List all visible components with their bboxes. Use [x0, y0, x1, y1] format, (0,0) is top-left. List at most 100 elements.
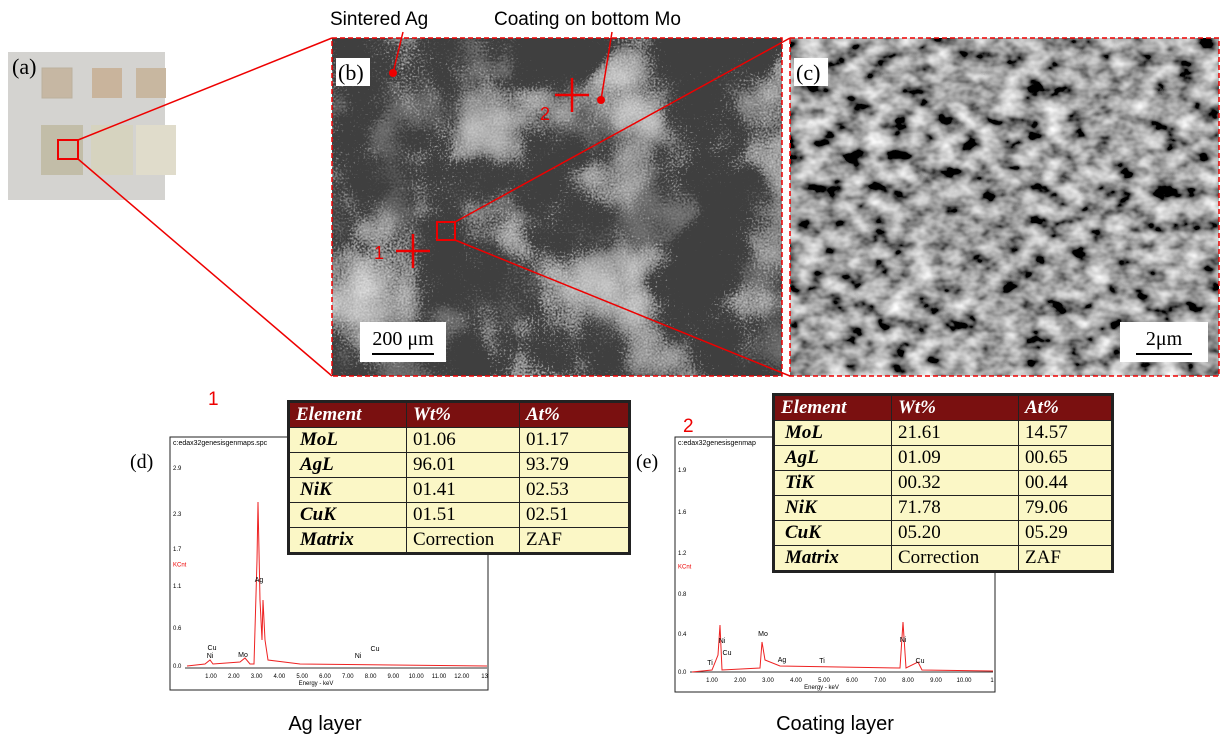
table-cell: Correction: [891, 545, 1019, 572]
peak-label: Mo: [758, 631, 768, 638]
table-cell: TiK: [773, 470, 892, 496]
table-cell: 01.17: [519, 427, 630, 453]
x-tick-label: 10.00: [956, 678, 972, 684]
table-cell: Wt%: [406, 401, 520, 428]
table-row: MoL 01.06 01.17: [288, 427, 630, 453]
sample: [41, 67, 73, 99]
x-tick-label: 8.00: [902, 678, 914, 684]
peak-label: Ni: [207, 653, 214, 660]
x-tick-label: 2.00: [734, 678, 746, 684]
table-row: CuK 01.51 02.51: [288, 502, 630, 528]
y-axis-label: KCnt: [173, 563, 187, 569]
scale-label: 2μm: [1146, 328, 1183, 350]
table-cell: NiK: [288, 477, 407, 503]
sem-image: [790, 38, 1219, 376]
eds-table: Element Wt% At% MoL 21.61 14.57 AgL 01.09 00.65 T…: [772, 393, 1114, 573]
y-tick-label: 2.9: [173, 466, 182, 472]
table-cell: 96.01: [406, 452, 520, 478]
y-tick-label: 1.9: [678, 468, 687, 474]
table-row: Matrix Correction ZAF: [288, 527, 630, 554]
peak-label: Ag: [778, 657, 787, 664]
peak-label: Ni: [355, 653, 362, 660]
peak-label: Ti: [819, 658, 825, 665]
table-cell: CuK: [288, 502, 407, 528]
table-cell: AgL: [288, 452, 407, 478]
table-row: CuK 05.20 05.29: [773, 520, 1113, 546]
x-tick-label: 5.00: [296, 674, 308, 680]
x-tick-label: 7.00: [342, 674, 354, 680]
x-tick-label: 3.00: [762, 678, 774, 684]
y-tick-label: 0.0: [173, 664, 182, 670]
y-tick-label: 1.2: [678, 551, 687, 557]
callout-line: [392, 31, 404, 74]
table-cell: At%: [519, 401, 630, 428]
peak-label: Cu: [371, 646, 380, 653]
label-box: [794, 58, 828, 86]
peak-label: Ag: [255, 577, 264, 584]
table-row: TiK 00.32 00.44: [773, 470, 1113, 496]
table-cell: At%: [1018, 394, 1113, 421]
table-row: AgL 96.01 93.79: [288, 452, 630, 478]
y-tick-label: 1.1: [173, 584, 182, 590]
spectrum-curve: [186, 501, 488, 667]
table-cell: 01.41: [406, 477, 520, 503]
table-row: NiK 01.41 02.53: [288, 477, 630, 503]
point-marker: [396, 78, 589, 268]
x-tick-label: 1: [990, 678, 994, 684]
panel-label: (d): [130, 451, 153, 473]
point-label: 2: [683, 416, 694, 437]
y-tick-label: 0.6: [173, 626, 182, 632]
peak-label: Ni: [900, 637, 907, 644]
table-row: MoL 21.61 14.57: [773, 420, 1113, 446]
zoom-lines: [77, 37, 791, 377]
image-border: [331, 37, 783, 377]
x-tick-label: 2.00: [228, 674, 240, 680]
peak-label: Cu: [208, 645, 217, 652]
y-axis-label: KCnt: [678, 565, 692, 571]
panel-label: (c): [796, 60, 820, 85]
table-row: NiK 71.78 79.06: [773, 495, 1113, 521]
panel-label: (a): [12, 54, 36, 79]
table-cell: ZAF: [1018, 545, 1113, 572]
x-tick-label: 4.00: [790, 678, 802, 684]
x-tick-label: 9.00: [930, 678, 942, 684]
peak-label: Cu: [723, 650, 732, 657]
sample: [136, 68, 166, 98]
x-tick-label: 6.00: [319, 674, 331, 680]
file-name: c:edax32genesisgenmaps.spc: [173, 440, 268, 447]
annotation: Coating on bottom Mo: [494, 9, 681, 30]
peak-label: Ni: [719, 638, 726, 645]
table-cell: 14.57: [1018, 420, 1113, 446]
y-tick-label: 2.3: [173, 512, 182, 518]
table-cell: MoL: [773, 420, 892, 446]
table-cell: 01.09: [891, 445, 1019, 471]
zoom-box: [57, 139, 79, 160]
image-border: [789, 37, 1220, 377]
y-tick-label: 0.8: [678, 592, 687, 598]
table-cell: Wt%: [891, 394, 1019, 421]
eds-table: Element Wt% At% MoL 01.06 01.17 AgL 96.01 93.79 N…: [287, 400, 631, 555]
panel-label: (e): [636, 451, 658, 473]
sample: [41, 125, 83, 175]
table-cell: 93.79: [519, 452, 630, 478]
table-cell: Element: [288, 401, 407, 428]
sample: [91, 125, 133, 175]
table-cell: AgL: [773, 445, 892, 471]
table-cell: 05.29: [1018, 520, 1113, 546]
caption: Ag layer: [288, 713, 362, 735]
x-tick-label: 7.00: [874, 678, 886, 684]
callout-line: [600, 31, 613, 101]
x-tick-label: 1.00: [205, 674, 217, 680]
table-cell: Element: [773, 394, 892, 421]
table-row: Matrix Correction ZAF: [773, 545, 1113, 572]
table-cell: 71.78: [891, 495, 1019, 521]
panel-label: (b): [338, 60, 364, 85]
table-cell: Matrix: [773, 545, 892, 572]
sample: [136, 125, 176, 175]
peak-label: Ti: [707, 660, 713, 667]
label-box: [1120, 322, 1208, 362]
table-cell: ZAF: [519, 527, 630, 554]
x-tick-label: 12.00: [454, 674, 470, 680]
x-tick-label: 1.00: [706, 678, 718, 684]
